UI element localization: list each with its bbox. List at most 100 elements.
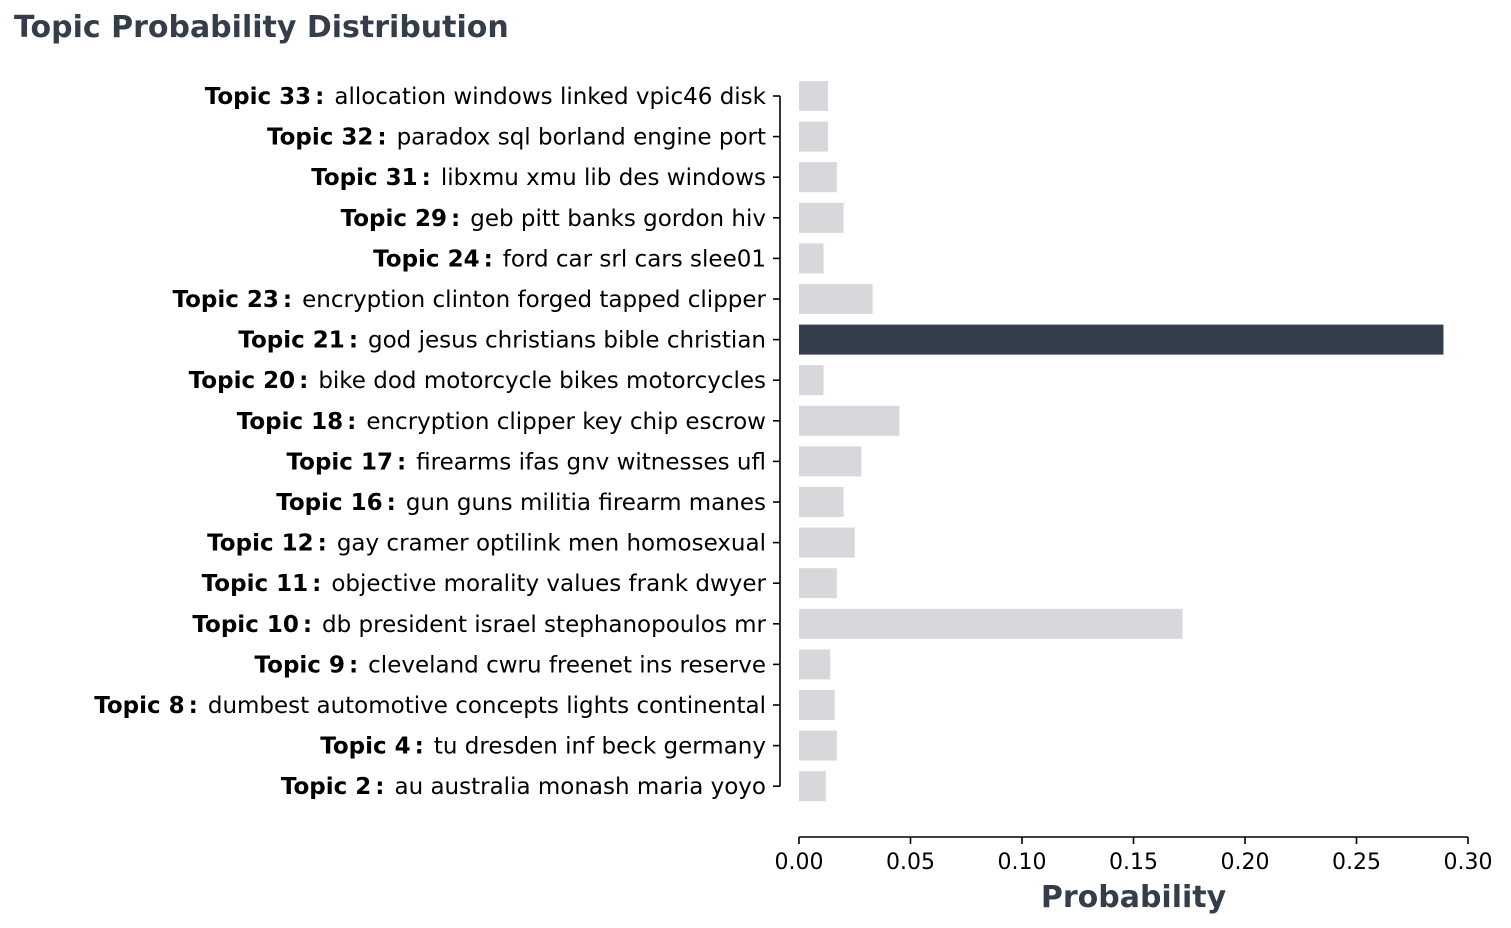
topic-colon: : xyxy=(347,409,356,435)
topic-name: Topic 10 xyxy=(192,612,298,638)
category-label: Topic 10: db president israel stephanopou… xyxy=(192,612,766,638)
category-label: Topic 12: gay cramer optilink men homosex… xyxy=(207,531,766,557)
bar-topic-11 xyxy=(799,568,837,599)
category-label: Topic 29: geb pitt banks gordon hiv xyxy=(341,206,766,232)
bar-topic-31 xyxy=(799,162,837,193)
topic-colon: : xyxy=(484,246,493,272)
topic-colon: : xyxy=(318,531,327,557)
topic-words: bike dod motorcycle bikes motorcycles xyxy=(318,368,766,394)
bar-topic-20 xyxy=(799,365,824,396)
topic-colon: : xyxy=(315,84,324,110)
topic-name: Topic 32 xyxy=(267,125,373,151)
category-label: Topic 23: encryption clinton forged tappe… xyxy=(172,287,766,313)
category-label: Topic 32: paradox sql borland engine port xyxy=(267,125,766,151)
category-label: Topic 21: god jesus christians bible chri… xyxy=(238,328,766,354)
x-ticks: 0.00 0.05 0.10 0.15 0.20 0.25 0.30 xyxy=(775,837,1493,875)
topic-name: Topic 18 xyxy=(237,409,343,435)
category-label: Topic 20: bike dod motorcycle bikes motor… xyxy=(189,368,766,394)
topic-name: Topic 9 xyxy=(255,652,345,678)
topic-name: Topic 16 xyxy=(276,490,382,516)
category-label: Topic 24: ford car srl cars slee01 xyxy=(373,246,766,272)
bar-topic-17 xyxy=(799,446,862,477)
topic-colon: : xyxy=(312,571,321,597)
topic-name: Topic 23 xyxy=(172,287,278,313)
topic-name: Topic 17 xyxy=(287,449,393,475)
topic-words: gun guns militia firearm manes xyxy=(406,490,766,516)
bar-topic-9 xyxy=(799,649,831,680)
bar-topic-8 xyxy=(799,690,835,720)
topic-name: Topic 21 xyxy=(238,328,344,354)
bar-topic-24 xyxy=(799,243,824,274)
bar-topic-10 xyxy=(799,608,1183,639)
topic-words: au australia monash maria yoyo xyxy=(394,774,766,800)
topic-name: Topic 2 xyxy=(281,774,371,800)
topic-name: Topic 33 xyxy=(205,84,311,110)
bar-topic-2 xyxy=(799,771,826,802)
topic-colon: : xyxy=(349,328,358,354)
category-label: Topic 11: objective morality values frank… xyxy=(202,571,767,597)
bar-topic-32 xyxy=(799,121,828,152)
bars-layer xyxy=(799,81,1444,802)
topic-words: cleveland cwru freenet ins reserve xyxy=(368,652,766,678)
topic-colon: : xyxy=(299,368,308,394)
topic-words: dumbest automotive concepts lights conti… xyxy=(208,693,766,719)
topic-words: allocation windows linked vpic46 disk xyxy=(334,84,766,110)
topic-name: Topic 31 xyxy=(311,165,417,191)
x-tick-label: 0.10 xyxy=(998,850,1047,875)
category-label: Topic 18: encryption clipper key chip esc… xyxy=(237,409,766,435)
topic-colon: : xyxy=(451,206,460,232)
topic-colon: : xyxy=(377,125,386,151)
topic-name: Topic 29 xyxy=(341,206,447,232)
bar-topic-12 xyxy=(799,527,855,558)
topic-colon: : xyxy=(303,612,312,638)
topic-colon: : xyxy=(422,165,431,191)
category-label: Topic 17: firearms ifas gnv witnesses ufl xyxy=(287,449,766,475)
category-label: Topic 4: tu dresden inf beck germany xyxy=(320,734,766,760)
topic-words: firearms ifas gnv witnesses ufl xyxy=(416,449,766,475)
x-tick-label: 0.25 xyxy=(1332,850,1381,875)
category-label: Topic 2: au australia monash maria yoyo xyxy=(281,774,766,800)
topic-words: geb pitt banks gordon hiv xyxy=(470,206,766,232)
topic-words: db president israel stephanopoulos mr xyxy=(322,612,766,638)
category-label: Topic 9: cleveland cwru freenet ins reser… xyxy=(255,652,766,678)
topic-words: gay cramer optilink men homosexual xyxy=(337,531,766,557)
topic-colon: : xyxy=(387,490,396,516)
topic-words: tu dresden inf beck germany xyxy=(434,734,766,760)
axes xyxy=(779,96,1468,838)
topic-colon: : xyxy=(283,287,292,313)
topic-words: objective morality values frank dwyer xyxy=(331,571,766,597)
topic-name: Topic 11 xyxy=(202,571,308,597)
bar-topic-29 xyxy=(799,202,844,233)
category-label: Topic 31: libxmu xmu lib des windows xyxy=(311,165,766,191)
topic-colon: : xyxy=(349,652,358,678)
topic-words: god jesus christians bible christian xyxy=(368,328,766,354)
x-tick-label: 0.30 xyxy=(1444,850,1493,875)
topic-colon: : xyxy=(375,774,384,800)
bar-topic-16 xyxy=(799,487,844,517)
category-label: Topic 33: allocation windows linked vpic4… xyxy=(205,84,767,110)
topic-name: Topic 20 xyxy=(189,368,295,394)
bar-topic-33 xyxy=(799,81,828,111)
category-label: Topic 8: dumbest automotive concepts ligh… xyxy=(94,693,766,719)
topic-words: paradox sql borland engine port xyxy=(397,125,766,151)
bar-topic-23 xyxy=(799,284,873,314)
topic-name: Topic 24 xyxy=(373,246,479,272)
x-axis-label: Probability xyxy=(1041,880,1227,915)
category-labels: Topic 33: allocation windows linked vpic4… xyxy=(94,84,780,800)
x-tick-label: 0.00 xyxy=(775,850,824,875)
topic-colon: : xyxy=(415,734,424,760)
topic-name: Topic 12 xyxy=(207,531,313,557)
x-tick-label: 0.05 xyxy=(886,850,935,875)
x-tick-label: 0.20 xyxy=(1221,850,1270,875)
bar-topic-18 xyxy=(799,405,900,436)
bar-topic-21 xyxy=(799,324,1444,355)
x-tick-label: 0.15 xyxy=(1109,850,1158,875)
topic-name: Topic 8 xyxy=(94,693,184,719)
topic-words: ford car srl cars slee01 xyxy=(503,246,766,272)
topic-colon: : xyxy=(189,693,198,719)
chart-title: Topic Probability Distribution xyxy=(14,10,509,45)
category-label: Topic 16: gun guns militia firearm manes xyxy=(276,490,766,516)
topic-words: encryption clipper key chip escrow xyxy=(366,409,766,435)
